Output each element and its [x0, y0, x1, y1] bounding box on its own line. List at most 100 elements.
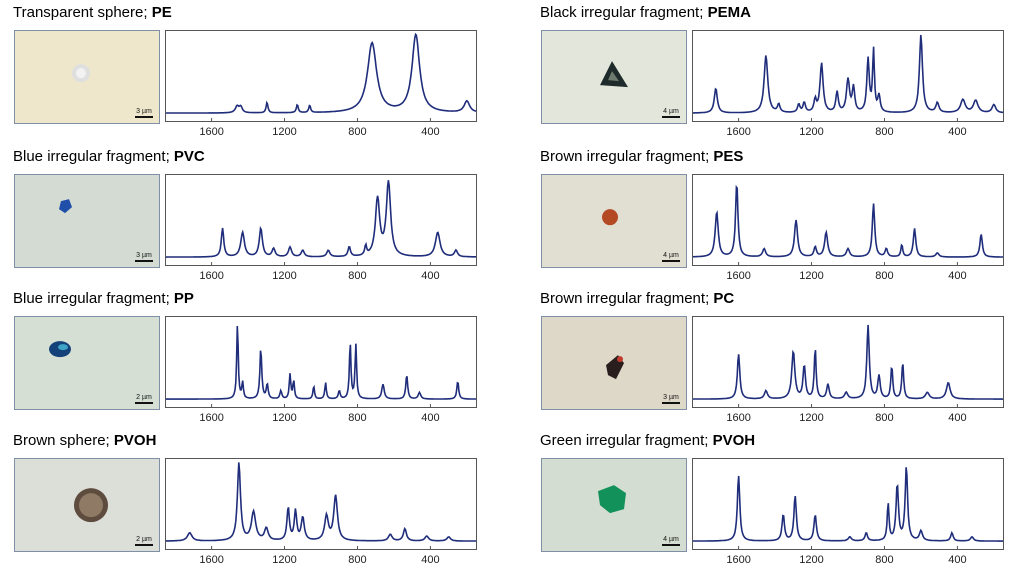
particle-description: Brown irregular fragment;: [540, 290, 714, 307]
x-tick-label: 1200: [272, 126, 296, 138]
raman-spectrum: 1600 1200 800 400: [165, 30, 477, 138]
x-tick-label: 1200: [799, 270, 823, 282]
scale-bar-line: [135, 402, 153, 404]
scale-bar-line: [135, 260, 153, 262]
micrograph-image: 3 µm: [541, 316, 687, 410]
x-tick-label: 800: [348, 270, 366, 282]
scale-bar: 3 µm: [135, 252, 153, 262]
spectrum-line: [692, 184, 1003, 258]
x-tick-label: 1600: [199, 554, 223, 566]
spectrum-line: [166, 325, 476, 400]
spectrum-line: [693, 34, 1004, 114]
panel-title: Brown irregular fragment; PES: [540, 148, 743, 165]
x-tick-label: 1200: [272, 270, 296, 282]
plot-frame: [692, 174, 1004, 266]
x-tick-label: 800: [348, 412, 366, 424]
particle: [602, 209, 618, 226]
scale-bar-line: [135, 544, 153, 546]
micrograph-drawing: [602, 209, 618, 226]
plot-frame: [692, 316, 1004, 408]
plot-frame: [165, 174, 477, 266]
micrograph-drawing: [600, 61, 628, 88]
x-tick-label: 1600: [199, 412, 223, 424]
micrograph-image: 4 µm: [541, 30, 687, 124]
particle-center: [608, 71, 619, 82]
micrograph-image: 4 µm: [541, 174, 687, 268]
scale-bar-label: 4 µm: [663, 252, 679, 259]
polymer-name: PVOH: [712, 432, 756, 449]
spectrum-line: [166, 32, 477, 114]
plot-frame: [165, 30, 477, 122]
raman-spectrum: 1600 1200 800 400: [692, 458, 1004, 566]
micrograph-image: 2 µm: [14, 458, 160, 552]
x-tick-label: 1200: [799, 412, 823, 424]
spectrum-panel: Blue irregular fragment; PVC 3 µm 1600 1200…: [13, 148, 489, 283]
scale-bar-label: 4 µm: [663, 536, 679, 543]
x-tick-label: 1600: [726, 412, 750, 424]
x-tick-label: 1600: [726, 554, 750, 566]
raman-spectrum: 1600 1200 800 400: [165, 316, 477, 424]
micrograph-drawing: [606, 355, 624, 380]
micrograph-image: 3 µm: [14, 174, 160, 268]
x-tick-label: 1600: [726, 126, 750, 138]
spectrum-panel: Brown sphere; PVOH 2 µm 1600 1200 800 400: [13, 432, 489, 567]
spectrum-line: [693, 467, 1003, 542]
x-tick-label: 400: [421, 126, 439, 138]
plot-frame: [165, 316, 477, 408]
x-tick-label: 800: [875, 270, 893, 282]
spectrum-panel: Transparent sphere; PE 3 µm 1600 1200 800 400: [13, 4, 489, 139]
plot-frame: [692, 30, 1004, 122]
x-tick-label: 1600: [199, 270, 223, 282]
x-tick-label: 400: [948, 412, 966, 424]
scale-bar-line: [662, 260, 680, 262]
particle: [79, 493, 103, 518]
raman-spectrum: 1600 1200 800 400: [692, 30, 1004, 138]
spectrum-panel: Brown irregular fragment; PC 3 µm 1600 1200…: [540, 290, 1013, 425]
scale-bar-label: 3 µm: [136, 108, 152, 115]
micrograph-drawing: [72, 64, 90, 83]
micrograph-drawing: [49, 341, 71, 358]
polymer-name: PEMA: [707, 4, 751, 21]
polymer-name: PC: [713, 290, 735, 307]
raman-spectrum: 1600 1200 800 400: [692, 316, 1004, 424]
scale-bar: 4 µm: [662, 252, 680, 262]
polymer-name: PVOH: [113, 432, 157, 449]
panel-title: Black irregular fragment; PEMA: [540, 4, 751, 21]
particle-description: Transparent sphere;: [13, 4, 152, 21]
micrograph-image: 2 µm: [14, 316, 160, 410]
scale-bar: 2 µm: [135, 536, 153, 546]
x-tick-label: 400: [421, 270, 439, 282]
scale-bar-line: [662, 402, 680, 404]
scale-bar-label: 4 µm: [663, 108, 679, 115]
raman-spectrum: 1600 1200 800 400: [165, 174, 477, 282]
x-tick-label: 400: [421, 554, 439, 566]
scale-bar-label: 2 µm: [136, 536, 152, 543]
micrograph-drawing: [598, 485, 626, 514]
particle-description: Brown sphere;: [13, 432, 114, 449]
micrograph-drawing: [74, 488, 108, 523]
x-tick-label: 1200: [799, 554, 823, 566]
scale-bar: 3 µm: [662, 394, 680, 404]
x-tick-label: 1200: [799, 126, 823, 138]
scale-bar: 4 µm: [662, 108, 680, 118]
scale-bar: 3 µm: [135, 108, 153, 118]
micrograph-drawing: [59, 199, 72, 214]
x-tick-label: 1600: [199, 126, 223, 138]
panel-title: Blue irregular fragment; PVC: [13, 148, 205, 165]
particle-description: Blue irregular fragment;: [13, 148, 174, 165]
spectrum-panel: Green irregular fragment; PVOH 4 µm 1600 12…: [540, 432, 1013, 567]
micrograph-image: 4 µm: [541, 458, 687, 552]
spectrum-line: [693, 324, 1003, 400]
x-tick-label: 400: [421, 412, 439, 424]
scale-bar: 2 µm: [135, 394, 153, 404]
micrograph-image: 3 µm: [14, 30, 160, 124]
x-tick-label: 1200: [272, 554, 296, 566]
raman-spectrum: 1600 1200 800 400: [692, 174, 1004, 282]
x-tick-label: 400: [948, 126, 966, 138]
spectrum-line: [166, 180, 476, 258]
x-tick-label: 400: [948, 270, 966, 282]
scale-bar-label: 3 µm: [136, 252, 152, 259]
particle-highlight: [76, 68, 86, 79]
polymer-name: PE: [151, 4, 172, 21]
x-tick-label: 400: [948, 554, 966, 566]
